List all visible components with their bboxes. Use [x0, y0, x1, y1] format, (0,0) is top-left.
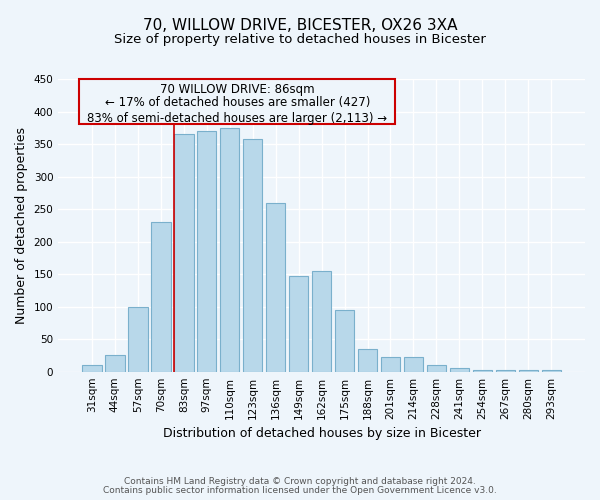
Bar	[105, 356, 125, 372]
Bar	[473, 370, 492, 372]
Bar	[82, 365, 101, 372]
Y-axis label: Number of detached properties: Number of detached properties	[15, 127, 28, 324]
Bar	[381, 358, 400, 372]
Bar	[128, 306, 148, 372]
Bar	[404, 358, 423, 372]
Text: 70, WILLOW DRIVE, BICESTER, OX26 3XA: 70, WILLOW DRIVE, BICESTER, OX26 3XA	[143, 18, 457, 32]
Bar	[542, 370, 561, 372]
Bar	[151, 222, 170, 372]
Bar	[266, 202, 286, 372]
Bar	[518, 370, 538, 372]
Text: Contains HM Land Registry data © Crown copyright and database right 2024.: Contains HM Land Registry data © Crown c…	[124, 477, 476, 486]
Text: ← 17% of detached houses are smaller (427): ← 17% of detached houses are smaller (42…	[104, 96, 370, 109]
Bar	[335, 310, 355, 372]
Bar	[496, 370, 515, 372]
Bar	[174, 134, 194, 372]
Text: Contains public sector information licensed under the Open Government Licence v3: Contains public sector information licen…	[103, 486, 497, 495]
Bar	[197, 131, 217, 372]
Bar	[312, 271, 331, 372]
Text: Size of property relative to detached houses in Bicester: Size of property relative to detached ho…	[114, 32, 486, 46]
Bar	[243, 140, 262, 372]
Bar	[220, 128, 239, 372]
Bar	[427, 365, 446, 372]
Text: 83% of semi-detached houses are larger (2,113) →: 83% of semi-detached houses are larger (…	[87, 112, 388, 124]
Text: 70 WILLOW DRIVE: 86sqm: 70 WILLOW DRIVE: 86sqm	[160, 84, 314, 96]
FancyBboxPatch shape	[79, 79, 395, 124]
Bar	[358, 349, 377, 372]
Bar	[449, 368, 469, 372]
X-axis label: Distribution of detached houses by size in Bicester: Distribution of detached houses by size …	[163, 427, 481, 440]
Bar	[289, 276, 308, 372]
